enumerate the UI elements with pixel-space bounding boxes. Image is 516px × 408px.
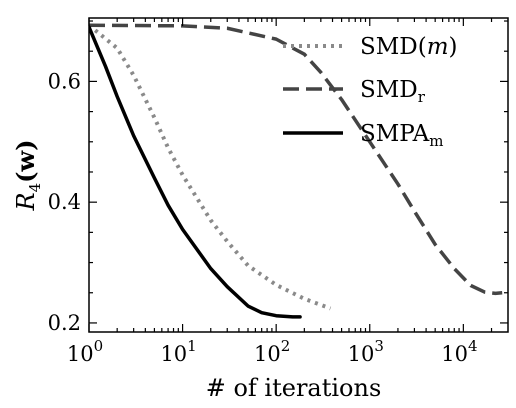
x-tick-label: 103 bbox=[348, 337, 384, 366]
plot-frame bbox=[88, 17, 509, 333]
legend-entry: SMPAm bbox=[283, 121, 444, 150]
series-line-smpam bbox=[89, 25, 302, 319]
legend-entry: SMDr bbox=[283, 77, 426, 106]
x-tick-label: 104 bbox=[441, 337, 477, 366]
series-line-smd-m bbox=[89, 23, 332, 311]
x-tick-label: 101 bbox=[160, 337, 196, 366]
x-axis-label: # of iterations bbox=[206, 374, 382, 402]
legend-entry: SMD(m) bbox=[283, 34, 458, 60]
y-tick-label: 0.4 bbox=[48, 190, 81, 214]
y-tick-label: 0.2 bbox=[48, 311, 81, 335]
x-tick-label: 102 bbox=[254, 337, 290, 366]
series-line-smdr bbox=[89, 23, 503, 296]
legend-label: SMD(m) bbox=[360, 34, 458, 60]
x-tick-label: 100 bbox=[67, 337, 103, 366]
legend-label: SMDr bbox=[360, 77, 426, 106]
y-axis-label: R4(w) bbox=[11, 140, 44, 212]
legend-label: SMPAm bbox=[360, 121, 444, 150]
legend: SMD(m) SMDr SMPAm bbox=[283, 34, 458, 150]
y-tick-label: 0.6 bbox=[48, 69, 81, 93]
